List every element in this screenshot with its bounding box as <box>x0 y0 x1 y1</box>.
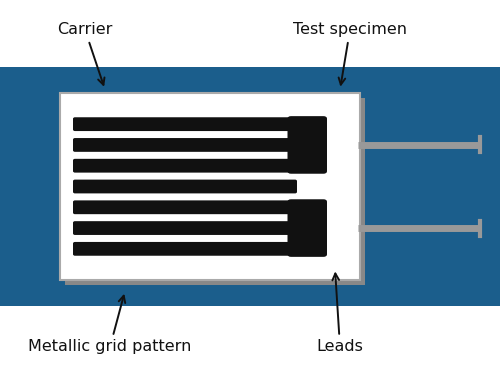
Bar <box>65 98 365 285</box>
FancyBboxPatch shape <box>73 180 297 193</box>
FancyBboxPatch shape <box>73 221 297 235</box>
Bar <box>0 67 500 306</box>
Text: Carrier: Carrier <box>58 22 112 85</box>
FancyBboxPatch shape <box>73 159 297 173</box>
FancyBboxPatch shape <box>73 138 297 152</box>
Text: Test specimen: Test specimen <box>293 22 407 85</box>
FancyBboxPatch shape <box>73 200 297 214</box>
Bar <box>60 93 360 280</box>
FancyBboxPatch shape <box>288 116 327 174</box>
FancyBboxPatch shape <box>73 117 297 131</box>
FancyBboxPatch shape <box>73 242 297 256</box>
FancyBboxPatch shape <box>288 199 327 257</box>
Text: Leads: Leads <box>316 273 364 354</box>
Text: Metallic grid pattern: Metallic grid pattern <box>28 296 192 354</box>
